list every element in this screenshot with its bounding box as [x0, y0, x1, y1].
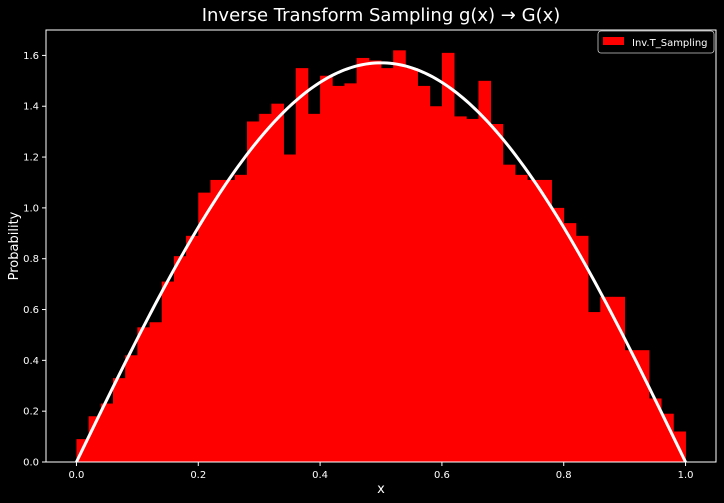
histogram-bar	[222, 179, 236, 462]
x-tick-label: 1.0	[678, 470, 694, 481]
histogram-bar	[588, 312, 601, 462]
density-curve	[75, 61, 687, 463]
x-tick-label: 0.8	[556, 470, 572, 481]
chart-title: Inverse Transform Sampling g(x) → G(x)	[202, 5, 561, 26]
legend: Inv.T_Sampling	[597, 30, 715, 54]
histogram-bar	[636, 350, 650, 462]
x-tick-label: 0.2	[190, 470, 206, 481]
y-tick-label: 0.6	[23, 305, 39, 316]
histogram-bar	[441, 52, 455, 463]
histogram-bar	[368, 60, 382, 463]
histogram-bar	[624, 350, 638, 462]
histogram-bar	[490, 124, 504, 463]
y-tick-label: 0.4	[23, 356, 39, 367]
histogram-bar	[502, 164, 516, 462]
histogram-bar	[563, 223, 577, 462]
x-tick-label: 0.6	[434, 470, 450, 481]
histogram-bar	[478, 80, 492, 462]
histogram-bar	[332, 85, 345, 462]
histogram-bar	[381, 68, 394, 463]
histogram-bar	[551, 207, 565, 462]
histogram-bar	[247, 121, 260, 462]
histogram-bar	[234, 174, 248, 462]
y-tick-label: 1.4	[23, 102, 39, 113]
histogram-bar	[149, 322, 163, 462]
legend-swatch	[603, 37, 624, 45]
histogram-bar	[137, 327, 150, 462]
density-curve-group	[75, 61, 687, 463]
histogram-bar	[661, 413, 674, 462]
histogram-bar	[405, 68, 418, 463]
y-tick-label: 0.2	[23, 407, 39, 418]
histogram-bar	[575, 235, 589, 462]
histogram-bar	[417, 85, 431, 462]
x-tick-label: 0.4	[312, 470, 328, 481]
histogram-bar	[295, 68, 309, 463]
histogram-bar	[356, 57, 370, 462]
histogram-bar	[283, 154, 297, 462]
histogram-bar	[173, 256, 187, 462]
histogram-bar	[100, 403, 114, 462]
histogram-bar	[539, 179, 552, 462]
y-tick-label: 0.0	[23, 458, 39, 469]
y-tick-label: 0.8	[23, 254, 39, 265]
histogram-bars	[76, 50, 686, 463]
y-axis-label: Probability	[7, 211, 22, 280]
histogram-bar	[344, 83, 358, 463]
y-tick-label: 1.2	[23, 153, 39, 164]
plot-frame	[45, 29, 717, 463]
x-tick-label: 0.0	[69, 470, 85, 481]
histogram-bar	[307, 113, 321, 463]
histogram-bar	[113, 378, 126, 462]
y-axis-ticks: 0.0 0.2 0.4 0.6 0.8 1.0 1.2 1.4 1.6	[23, 51, 46, 469]
histogram-bar	[429, 106, 443, 463]
histogram-bar	[600, 296, 613, 462]
histogram-bar	[186, 235, 199, 462]
legend-label: Inv.T_Sampling	[632, 38, 708, 49]
histogram-bar	[198, 192, 211, 462]
y-tick-label: 1.0	[23, 203, 39, 214]
histogram-bar	[210, 179, 224, 462]
histogram-bar	[612, 296, 626, 462]
x-axis-label: x	[377, 482, 385, 497]
histogram-bar	[161, 281, 175, 462]
histogram-bar	[527, 179, 540, 462]
legend-box	[597, 30, 715, 54]
histogram-bar	[649, 398, 662, 462]
histogram-bar	[125, 355, 138, 462]
histogram-bar	[393, 50, 406, 462]
x-axis-ticks: 0.0 0.2 0.4 0.6 0.8 1.0	[69, 462, 694, 481]
histogram-bar	[466, 118, 479, 462]
histogram-bar	[320, 75, 333, 463]
histogram-bar	[454, 116, 467, 463]
histogram-bar	[259, 113, 272, 463]
y-tick-label: 1.6	[23, 51, 39, 62]
histogram-bar	[271, 103, 284, 462]
histogram-bar	[515, 174, 528, 462]
